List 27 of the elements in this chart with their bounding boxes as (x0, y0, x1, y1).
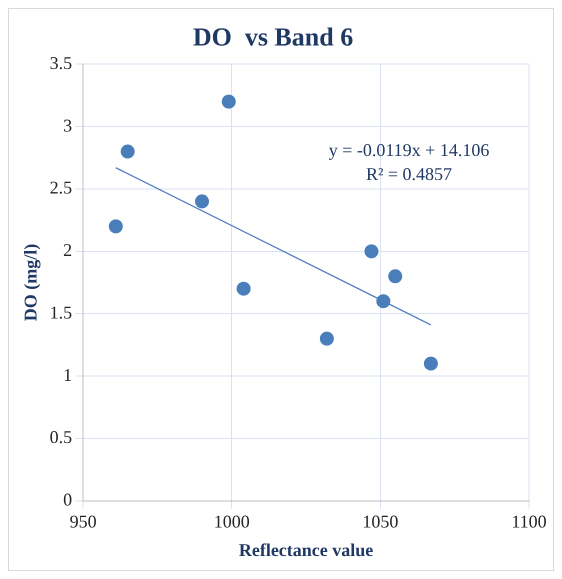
y-tick-label: 3.5 (50, 52, 72, 73)
point (388, 269, 402, 284)
x-axis-title: Reflectance value (238, 540, 374, 560)
y-tick-label: 2.5 (50, 178, 72, 198)
point (376, 294, 390, 308)
x-tick-label: 1100 (511, 511, 547, 532)
y-tick-label: 0 (63, 490, 72, 510)
point (364, 244, 378, 258)
x-tick-label: 950 (70, 511, 97, 532)
x-tick-label: 1000 (214, 511, 250, 532)
y-tick-label: 1.5 (50, 302, 72, 322)
point (120, 144, 135, 159)
x-tick-label: 1050 (362, 511, 398, 532)
chart-title: DO vs Band 6 (192, 22, 354, 52)
y-tick-label: 3 (63, 115, 72, 136)
point (236, 282, 251, 296)
point (424, 356, 438, 371)
y-tick-label: 1 (63, 364, 72, 385)
y-axis-title: DO (mg/l) (20, 244, 40, 322)
point (195, 194, 210, 208)
annotation: y = -0.0119x + 14.106 (328, 140, 490, 160)
annotation: R² = 0.4857 (366, 164, 452, 184)
point (320, 332, 334, 346)
y-tick-label: 2 (63, 240, 72, 260)
y-tick-label: 0.5 (50, 427, 72, 448)
point (108, 219, 123, 234)
point (222, 94, 236, 109)
